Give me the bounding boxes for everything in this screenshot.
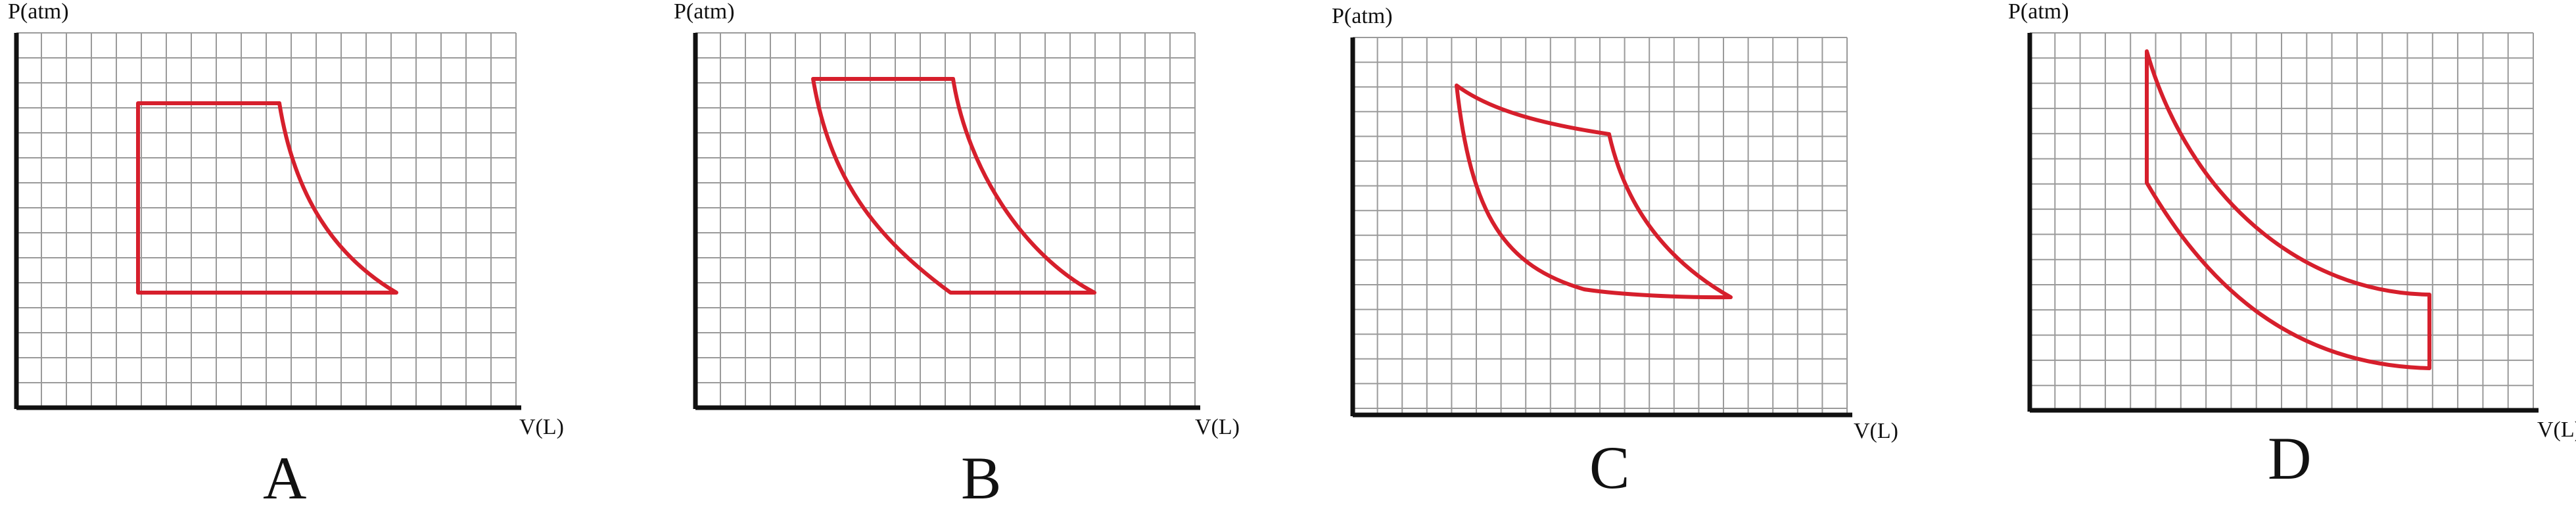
panel-c-axes	[1350, 37, 1852, 418]
panel-c: P(atm) V(L) C	[1332, 4, 1898, 501]
panel-d-letter: D	[2268, 425, 2311, 492]
panel-d-grid	[2029, 32, 2534, 410]
panel-b-cycle-path	[811, 77, 1096, 295]
panel-a-x-axis-label: V(L)	[519, 415, 564, 439]
panel-a-letter: A	[263, 445, 306, 505]
panel-a-axes	[14, 33, 521, 410]
panel-b-axes	[693, 33, 1200, 410]
panel-d-axes	[2027, 33, 2539, 413]
panel-a-y-axis-label: P(atm)	[8, 0, 69, 24]
panel-c-y-axis-label: P(atm)	[1332, 4, 1393, 28]
panel-d-x-axis-label: V(L)	[2537, 418, 2576, 442]
panel-a-grid	[16, 32, 517, 408]
panel-c-cycle-path	[1455, 84, 1733, 300]
panel-a-cycle-path	[136, 101, 398, 295]
panel-d: P(atm) V(L) D	[2008, 0, 2576, 492]
panel-a: P(atm) V(L) A	[8, 0, 564, 505]
panel-b: P(atm) V(L) B	[674, 0, 1240, 505]
panel-b-letter: B	[961, 445, 1001, 505]
panel-c-grid	[1352, 37, 1848, 415]
panel-c-letter: C	[1589, 434, 1629, 501]
panel-b-y-axis-label: P(atm)	[674, 0, 735, 24]
panel-b-x-axis-label: V(L)	[1195, 415, 1240, 439]
panel-d-cycle-path	[2145, 49, 2431, 370]
panel-d-y-axis-label: P(atm)	[2008, 0, 2069, 24]
panel-b-grid	[695, 32, 1196, 408]
panel-c-x-axis-label: V(L)	[1854, 419, 1898, 443]
